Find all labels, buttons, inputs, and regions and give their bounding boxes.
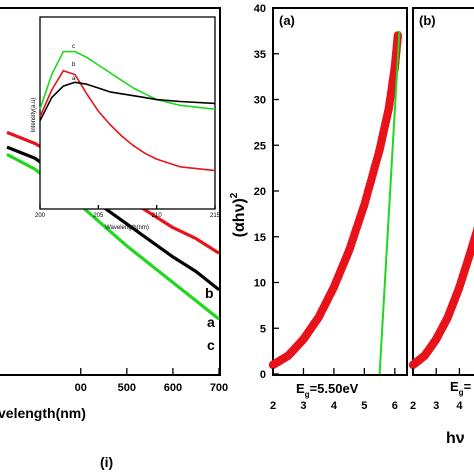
inset-xtick-label-0: 200	[35, 213, 46, 219]
panel-i-label: (i)	[100, 454, 113, 470]
inset-frame	[39, 16, 216, 210]
inset-series-label-b: b	[72, 62, 76, 68]
panel-b-annotation-sub: g	[459, 388, 464, 397]
inset-series-b	[39, 70, 216, 172]
panel-b-annotation-rest: =	[464, 379, 472, 394]
panel-i-xtick-label-0: 00	[75, 382, 87, 394]
panel-i-series-label-a: a	[207, 314, 215, 330]
panel-a-xtick-label-0: 2	[270, 400, 276, 412]
panel-a-xtick-label-1: 3	[300, 400, 306, 412]
panel-i-ticks: 00 500 600 700	[75, 368, 228, 394]
inset-ticks: 200 205 210 215	[35, 205, 221, 219]
panel-a-ytick-label-5: 25	[254, 140, 266, 152]
panel-a-ytick-label-4: 20	[254, 186, 266, 198]
panel-i-xtick-label-2: 600	[164, 382, 182, 394]
panel-i-xtick-label-1: 500	[118, 382, 136, 394]
panel-a-ytick-label-8: 40	[254, 3, 266, 15]
inset-series-label-a: a	[72, 76, 76, 82]
panel-a-xtick-label-4: 6	[392, 400, 398, 412]
panel-b-xtick-label-0: 2	[410, 400, 416, 412]
panel-b: 2 3 4 (b) hν Eg=	[408, 7, 474, 447]
panel-a-point	[393, 31, 403, 40]
panel-b-xtick-label-1: 3	[433, 400, 439, 412]
panel-a-ylabel-main: (αhν)	[231, 198, 248, 237]
panel-i-frame	[0, 7, 221, 376]
panel-b-xlabel: hν	[446, 430, 465, 447]
inset: 200 205 210 215 c b a Wavelength(nm) Intens…	[31, 16, 221, 231]
panel-b-label: (b)	[419, 13, 436, 28]
panel-a-annotation-rest: =5.50eV	[310, 381, 359, 396]
inset-xtick-label-2: 210	[152, 213, 163, 219]
panel-b-series	[408, 226, 474, 370]
panel-a-fit-line	[378, 30, 401, 375]
panel-a-annotation-sub: g	[305, 390, 310, 399]
inset-xlabel: Wavelength(nm)	[105, 225, 149, 231]
panel-i-series-c	[6, 152, 220, 321]
panel-a-ylabel-sup: 2	[229, 192, 240, 198]
inset-xtick-label-1: 205	[93, 213, 104, 219]
panel-a-ytick-label-0: 0	[260, 369, 266, 381]
inset-xtick-label-3: 215	[210, 213, 221, 219]
panel-a-ytick-label-7: 35	[254, 49, 266, 61]
panel-a-frame	[272, 7, 408, 376]
panel-a-xtick-label-2: 4	[331, 400, 338, 412]
panel-i: 00 500 600 700 b a c velength(nm) (i)	[0, 7, 228, 470]
inset-ylabel: Intensity(a.u)	[31, 98, 37, 133]
inset-series-label-c: c	[72, 44, 75, 50]
panel-a-label: (a)	[279, 13, 295, 28]
panel-a-ytick-label-6: 30	[254, 95, 266, 107]
panel-a-ytick-label-3: 15	[254, 232, 266, 244]
panel-a-ticks: 2 3 4 5 6 0 5 10 15 20 25 30 35 40	[254, 3, 398, 412]
inset-series	[39, 50, 216, 172]
panel-a-annotation-main: E	[296, 381, 305, 396]
inset-series-a	[39, 81, 216, 122]
panel-b-annotation: Eg=	[450, 379, 472, 397]
panel-i-xlabel: velength(nm)	[0, 405, 86, 421]
panel-a-annotation: Eg=5.50eV	[296, 381, 359, 399]
panel-i-series-label-c: c	[207, 337, 215, 353]
panel-a-series	[268, 30, 403, 375]
panel-i-series-label-b: b	[205, 285, 214, 301]
panel-a-xtick-label-3: 5	[361, 400, 367, 412]
panel-i-series-a	[6, 145, 220, 292]
panel-b-frame	[412, 7, 474, 376]
panel-a-ytick-label-1: 5	[260, 323, 266, 335]
panel-b-annotation-main: E	[450, 379, 459, 394]
panel-a-ylabel: (αhν)2	[229, 192, 248, 237]
panel-i-xtick-label-3: 700	[210, 382, 228, 394]
panel-b-xtick-label-2: 4	[456, 400, 463, 412]
panel-b-ticks: 2 3 4	[410, 368, 463, 412]
panel-a-ytick-label-2: 10	[254, 278, 266, 290]
